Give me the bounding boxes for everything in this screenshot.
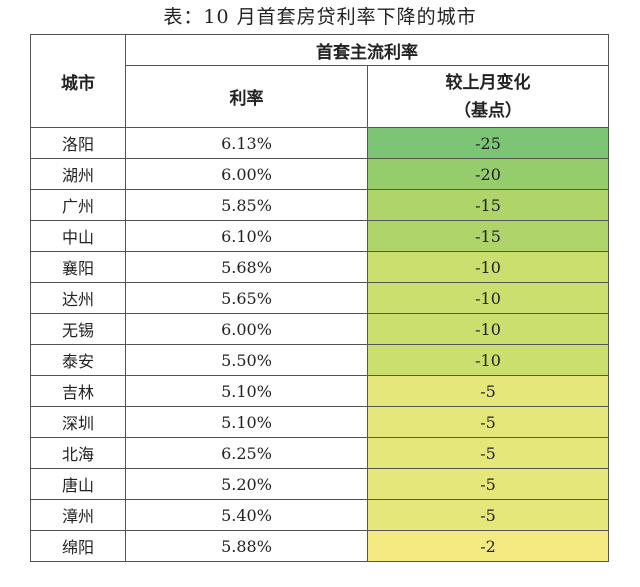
rate-cell: 5.50% <box>125 344 368 376</box>
table-row: 北海 6.25% -5 <box>30 437 609 469</box>
table-row: 泰安 5.50% -10 <box>30 344 609 376</box>
table-row: 无锡 6.00% -10 <box>30 313 609 345</box>
change-cell: -5 <box>367 375 609 407</box>
rate-cell: 5.40% <box>125 499 368 531</box>
city-cell: 绵阳 <box>30 530 126 562</box>
change-cell: -5 <box>367 406 609 438</box>
change-cell: -15 <box>367 220 609 252</box>
change-cell: -5 <box>367 499 609 531</box>
mortgage-rate-table: 城市 首套主流利率 利率 较上月变化 （基点） 洛阳 6.13% -25 湖州 6.00… <box>30 34 609 562</box>
table-row: 深圳 5.10% -5 <box>30 406 609 438</box>
change-cell: -5 <box>367 468 609 500</box>
header-change-line1: 较上月变化 <box>445 72 531 93</box>
table-row: 洛阳 6.13% -25 <box>30 127 609 159</box>
table-row: 广州 5.85% -15 <box>30 189 609 221</box>
table-caption: 表：10 月首套房贷利率下降的城市 <box>163 6 477 28</box>
city-cell: 襄阳 <box>30 251 126 283</box>
change-cell: -20 <box>367 158 609 190</box>
change-cell: -25 <box>367 127 609 159</box>
change-cell: -10 <box>367 251 609 283</box>
table-row: 中山 6.10% -15 <box>30 220 609 252</box>
change-cell: -5 <box>367 437 609 469</box>
table-row: 湖州 6.00% -20 <box>30 158 609 190</box>
change-cell: -10 <box>367 344 609 376</box>
city-cell: 北海 <box>30 437 126 469</box>
rate-cell: 5.85% <box>125 189 368 221</box>
table-row: 襄阳 5.68% -10 <box>30 251 609 283</box>
city-cell: 湖州 <box>30 158 126 190</box>
change-cell: -2 <box>367 530 609 562</box>
header-change: 较上月变化 （基点） <box>367 65 609 128</box>
city-cell: 中山 <box>30 220 126 252</box>
header-city: 城市 <box>30 34 126 128</box>
city-cell: 泰安 <box>30 344 126 376</box>
table-row: 吉林 5.10% -5 <box>30 375 609 407</box>
rate-cell: 6.25% <box>125 437 368 469</box>
rate-cell: 5.10% <box>125 375 368 407</box>
rate-cell: 6.10% <box>125 220 368 252</box>
city-cell: 深圳 <box>30 406 126 438</box>
city-cell: 吉林 <box>30 375 126 407</box>
rate-cell: 5.88% <box>125 530 368 562</box>
city-cell: 洛阳 <box>30 127 126 159</box>
table-row: 唐山 5.20% -5 <box>30 468 609 500</box>
rate-cell: 5.68% <box>125 251 368 283</box>
change-cell: -10 <box>367 313 609 345</box>
rate-cell: 5.65% <box>125 282 368 314</box>
city-cell: 广州 <box>30 189 126 221</box>
city-cell: 达州 <box>30 282 126 314</box>
rate-cell: 6.13% <box>125 127 368 159</box>
header-group: 首套主流利率 <box>125 34 609 66</box>
city-cell: 漳州 <box>30 499 126 531</box>
change-cell: -15 <box>367 189 609 221</box>
rate-cell: 5.10% <box>125 406 368 438</box>
table-row: 绵阳 5.88% -2 <box>30 530 609 562</box>
table-row: 达州 5.65% -10 <box>30 282 609 314</box>
header-change-line2: （基点） <box>454 100 522 121</box>
city-cell: 唐山 <box>30 468 126 500</box>
city-cell: 无锡 <box>30 313 126 345</box>
rate-cell: 6.00% <box>125 313 368 345</box>
rate-cell: 6.00% <box>125 158 368 190</box>
table-row: 漳州 5.40% -5 <box>30 499 609 531</box>
header-rate: 利率 <box>125 65 368 128</box>
change-cell: -10 <box>367 282 609 314</box>
rate-cell: 5.20% <box>125 468 368 500</box>
